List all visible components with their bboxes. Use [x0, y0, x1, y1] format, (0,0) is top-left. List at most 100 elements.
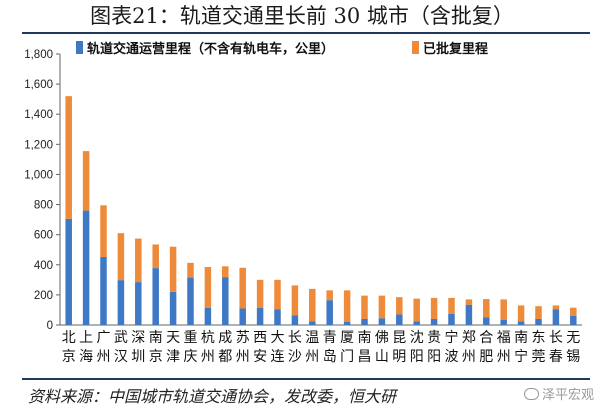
bar-approved	[343, 290, 351, 322]
y-axis: 0 200 400 600 800 1,000 1,200 1,400 1,600 1,800	[24, 49, 582, 332]
bar-operating	[222, 277, 229, 325]
watermark-text: 泽平宏观	[541, 388, 594, 403]
bar-approved	[187, 262, 194, 278]
bar-approved	[291, 285, 299, 316]
x-tick-label: 重	[184, 330, 198, 346]
footer-rule	[22, 378, 590, 380]
bar-operating	[378, 318, 386, 325]
bar-operating	[552, 309, 560, 325]
bar-approved	[100, 205, 107, 257]
bar-approved	[135, 238, 142, 283]
x-tick-label: 安	[253, 349, 267, 365]
bar-operating	[326, 300, 333, 325]
x-tick-label: 南	[358, 330, 372, 346]
x-tick-label: 东	[532, 330, 546, 346]
bar-operating	[187, 277, 194, 325]
bar-operating	[361, 318, 368, 325]
bar-operating	[239, 308, 246, 325]
x-tick-label: 深	[131, 330, 145, 346]
bar-approved	[152, 244, 159, 269]
x-tick-label: 汉	[114, 349, 128, 365]
y-tick-label: 1,600	[24, 79, 53, 91]
bar-operating	[274, 309, 281, 325]
y-tick-label: 1,400	[24, 109, 53, 121]
bar-approved	[552, 305, 560, 310]
x-tick-label: 郑	[462, 330, 476, 346]
bar-operating	[135, 282, 142, 325]
bar-operating	[204, 307, 212, 325]
x-tick-label: 宁	[514, 348, 528, 365]
bar-approved	[570, 307, 577, 316]
bar-operating	[169, 291, 177, 325]
x-tick-label: 广	[97, 330, 111, 346]
x-tick-label: 州	[97, 349, 111, 365]
x-tick-label: 州	[236, 349, 250, 365]
title-rule	[22, 32, 590, 34]
watermark: 泽平宏观	[523, 384, 594, 403]
bar-approved	[65, 96, 72, 219]
x-tick-label: 福	[497, 330, 511, 346]
chart-title: 图表21：轨道交通里长前 30 城市（含批复）	[90, 4, 514, 28]
bar-approved	[448, 297, 455, 314]
bar-operating	[570, 315, 577, 325]
bar-operating	[152, 268, 159, 325]
bar-operating	[82, 210, 90, 325]
x-tick-label: 州	[462, 349, 476, 365]
bar-approved	[274, 279, 281, 310]
x-tick-label: 阳	[427, 349, 441, 365]
bar-operating	[100, 256, 107, 325]
legend-swatch-approved	[412, 41, 419, 54]
bar-operating	[343, 321, 351, 325]
bar-operating	[413, 321, 420, 325]
bar-approved	[82, 151, 90, 211]
y-tick-label: 600	[34, 230, 53, 242]
x-tick-label: 山	[375, 349, 389, 365]
x-tick-label: 京	[149, 349, 163, 365]
legend: 轨道交通运营里程（不含有轨电车，公里） 已批复里程	[76, 41, 488, 57]
y-tick-label: 1,000	[24, 169, 53, 181]
x-tick-label: 莞	[532, 349, 546, 365]
x-tick-label: 海	[79, 349, 93, 365]
bar-approved	[465, 299, 473, 305]
y-tick-label: 800	[34, 200, 53, 212]
x-tick-label: 昌	[358, 349, 372, 365]
x-tick-label: 长	[549, 330, 563, 346]
x-tick-label: 宁	[445, 329, 459, 346]
x-tick-label: 上	[79, 330, 93, 346]
x-tick-label: 锡	[566, 349, 580, 365]
bar-approved	[117, 233, 125, 281]
x-tick-label: 京	[62, 349, 76, 365]
x-tick-label: 州	[497, 349, 511, 365]
bar-operating	[291, 315, 299, 325]
bar-approved	[204, 267, 212, 308]
y-tick-label: 400	[34, 260, 53, 272]
x-tick-label: 苏	[236, 330, 250, 346]
x-tick-label: 岛	[323, 349, 337, 365]
x-tick-label: 沙	[288, 349, 302, 365]
x-tick-label: 合	[479, 330, 493, 346]
y-tick-label: 1,200	[24, 139, 53, 151]
x-tick-label: 天	[166, 330, 180, 346]
bar-approved	[326, 290, 333, 301]
bar-approved	[430, 297, 438, 319]
x-tick-label: 津	[166, 349, 180, 365]
bar-approved	[413, 298, 420, 322]
bar-approved	[378, 295, 386, 319]
x-tick-label: 州	[305, 349, 319, 365]
x-axis-labels: 北京上海广州武汉深圳南京天津重庆杭州成都苏州西安大连长沙温州青岛厦门南昌佛山昆明…	[62, 329, 581, 365]
x-tick-label: 南	[514, 330, 528, 346]
x-tick-label: 成	[218, 330, 232, 346]
bar-operating	[430, 318, 438, 325]
legend-label: 已批复里程	[423, 41, 488, 57]
x-tick-label: 春	[549, 349, 563, 365]
bar-operating	[309, 321, 316, 325]
stacked-bar-chart: 0 200 400 600 800 1,000 1,200 1,400 1,600 1,800 北…	[24, 41, 582, 365]
x-tick-label: 都	[218, 349, 232, 365]
bar-approved	[500, 299, 507, 320]
bar-operating	[65, 218, 72, 325]
legend-swatch-operating	[76, 41, 83, 54]
bar-approved	[396, 297, 403, 315]
x-tick-label: 厦	[340, 330, 354, 346]
source-note: 资料来源：中国城市轨道交通协会，发改委，恒大研	[28, 387, 397, 406]
x-tick-label: 波	[445, 349, 459, 365]
